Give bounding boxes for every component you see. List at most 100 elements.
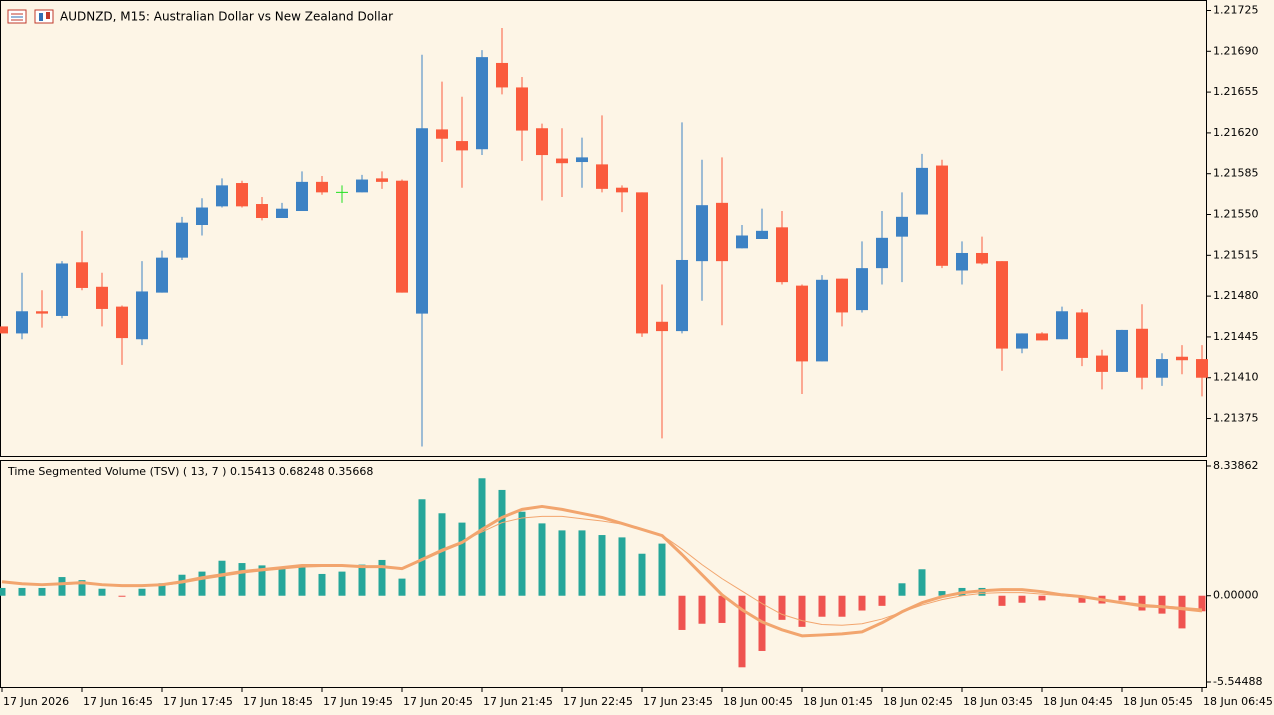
candle-body xyxy=(56,263,68,316)
y-tick-label: 1.21375 xyxy=(1213,412,1259,425)
candle-body xyxy=(296,181,308,212)
histogram-bar xyxy=(898,583,906,596)
x-tick-label: 17 Jun 19:45 xyxy=(323,695,393,708)
histogram-bar xyxy=(1178,595,1186,629)
histogram-bar xyxy=(618,537,626,596)
x-tick-label: 18 Jun 03:45 xyxy=(963,695,1033,708)
candle-body xyxy=(1076,312,1088,358)
candle-body xyxy=(836,278,848,313)
histogram-bar xyxy=(918,569,926,596)
histogram-bar xyxy=(238,563,246,596)
candle-body xyxy=(796,285,808,362)
candle-body xyxy=(1096,355,1108,372)
indicator-line xyxy=(1,515,1203,626)
histogram-bar xyxy=(0,587,6,596)
x-tick-label: 17 Jun 23:45 xyxy=(643,695,713,708)
icon-bar xyxy=(39,13,43,21)
histogram-bar xyxy=(818,595,826,617)
y-tick-label: -5.54488 xyxy=(1213,675,1262,688)
histogram-bar xyxy=(538,523,546,596)
candle-body xyxy=(656,321,668,332)
histogram-bar xyxy=(218,560,226,596)
chart-title: AUDNZD, M15: Australian Dollar vs New Ze… xyxy=(60,10,393,24)
y-tick-label: 0.00000 xyxy=(1213,589,1259,602)
histogram-bar xyxy=(58,577,66,596)
y-tick-label: 1.21585 xyxy=(1213,167,1259,180)
price-panel-frame xyxy=(0,0,1207,457)
histogram-bar xyxy=(358,564,366,596)
histogram-bar xyxy=(518,511,526,596)
histogram-bar xyxy=(498,489,506,596)
x-tick-label: 18 Jun 02:45 xyxy=(883,695,953,708)
histogram-bar xyxy=(458,522,466,596)
x-tick-label: 18 Jun 05:45 xyxy=(1123,695,1193,708)
candle-body xyxy=(496,62,508,88)
candle-body xyxy=(1196,359,1208,378)
histogram-bar xyxy=(858,595,866,611)
chart-icon[interactable] xyxy=(34,9,54,24)
y-tick-label: 1.21410 xyxy=(1213,371,1259,384)
indicator-line xyxy=(1,504,1203,638)
candle-body xyxy=(636,192,648,334)
candle-body xyxy=(956,252,968,271)
candle-body xyxy=(396,180,408,293)
candle-body xyxy=(996,261,1008,349)
y-tick-label: 1.21550 xyxy=(1213,208,1259,221)
histogram-bar xyxy=(318,573,326,596)
candle-body xyxy=(1156,359,1168,378)
histogram-bar xyxy=(278,567,286,596)
histogram-bar xyxy=(658,543,666,596)
candle-body xyxy=(1176,356,1188,361)
histogram-bar xyxy=(258,565,266,596)
histogram-bar xyxy=(938,591,946,596)
histogram-bar xyxy=(998,595,1006,606)
candle-body xyxy=(556,158,568,164)
histogram-bar xyxy=(878,595,886,606)
histogram-bar xyxy=(1018,595,1026,603)
x-tick-label: 17 Jun 18:45 xyxy=(243,695,313,708)
y-tick-label: 1.21515 xyxy=(1213,248,1259,261)
candle-body xyxy=(716,202,728,262)
histogram-bar xyxy=(1138,595,1146,611)
y-tick-label: 8.33862 xyxy=(1213,459,1259,472)
histogram-bar xyxy=(418,499,426,596)
candle-body xyxy=(116,306,128,339)
indicator-panel-frame xyxy=(0,460,1207,688)
histogram-bar xyxy=(838,595,846,617)
histogram-bar xyxy=(398,578,406,596)
y-tick-label: 1.21445 xyxy=(1213,330,1259,343)
candle-body xyxy=(476,57,488,150)
histogram-bar xyxy=(98,588,106,596)
candle-body xyxy=(516,87,528,131)
candle-body xyxy=(356,179,368,193)
histogram-bar xyxy=(718,595,726,623)
histogram-bar xyxy=(1158,595,1166,614)
candle-body xyxy=(876,237,888,269)
candle-body xyxy=(196,207,208,226)
icon-bar xyxy=(46,12,50,19)
x-tick-label: 17 Jun 2026 xyxy=(3,695,69,708)
candle-body xyxy=(1036,333,1048,341)
y-tick-label: 1.21690 xyxy=(1213,44,1259,57)
histogram-bar xyxy=(738,595,746,668)
y-tick-label: 1.21725 xyxy=(1213,3,1259,16)
histogram-bar xyxy=(478,478,486,596)
candle-body xyxy=(896,216,908,237)
histogram-bar xyxy=(438,513,446,596)
candle-body xyxy=(816,279,828,362)
histogram-bar xyxy=(338,571,346,596)
candle-body xyxy=(976,252,988,264)
x-tick-label: 17 Jun 20:45 xyxy=(403,695,473,708)
histogram-bar xyxy=(1078,595,1086,603)
histogram-bar xyxy=(778,595,786,620)
histogram-bar xyxy=(38,587,46,596)
histogram-bar xyxy=(798,595,806,627)
histogram-bar xyxy=(178,574,186,596)
x-tick-label: 18 Jun 01:45 xyxy=(803,695,873,708)
candle-body xyxy=(736,235,748,249)
candle-body xyxy=(316,181,328,193)
x-tick-label: 17 Jun 16:45 xyxy=(83,695,153,708)
candle-body xyxy=(916,167,928,215)
histogram-bar xyxy=(18,587,26,596)
